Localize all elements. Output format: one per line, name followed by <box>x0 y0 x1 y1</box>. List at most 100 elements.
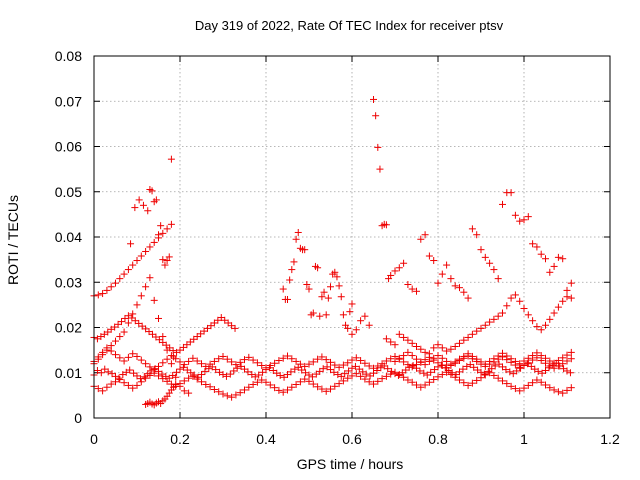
data-point <box>378 375 386 383</box>
data-point <box>404 348 412 356</box>
data-point <box>131 204 139 212</box>
data-point <box>314 383 322 391</box>
data-point <box>567 348 575 356</box>
data-point <box>286 276 294 284</box>
data-point <box>185 374 193 382</box>
data-point <box>185 389 193 397</box>
data-point <box>339 311 347 319</box>
data-point <box>176 382 184 390</box>
data-point <box>140 373 148 381</box>
data-point <box>115 374 123 382</box>
data-point <box>107 342 115 350</box>
data-point <box>146 363 154 371</box>
data-point <box>563 357 571 365</box>
data-point <box>158 370 166 378</box>
data-point <box>456 376 463 384</box>
data-point <box>563 367 571 375</box>
data-point <box>374 377 382 385</box>
data-point <box>499 309 506 317</box>
y-axis-ticks: 0 0.01 0.02 0.03 0.04 0.05 0.06 0.07 0.08 <box>55 48 610 426</box>
data-point <box>559 389 567 397</box>
data-point <box>180 387 188 395</box>
data-point <box>303 281 311 289</box>
data-point <box>99 351 107 359</box>
data-point <box>443 357 451 365</box>
data-point <box>481 253 489 261</box>
data-point <box>430 354 438 362</box>
data-point <box>477 246 485 254</box>
data-point <box>173 368 181 376</box>
data-point <box>434 359 442 367</box>
data-point <box>245 353 253 361</box>
data-point <box>120 357 128 365</box>
data-point <box>459 365 467 373</box>
data-point <box>116 275 124 283</box>
data-point <box>157 222 165 230</box>
data-point <box>387 370 395 378</box>
data-point <box>567 355 575 363</box>
data-point <box>387 355 395 363</box>
data-point <box>507 382 515 390</box>
data-point <box>228 358 236 366</box>
data-point <box>516 217 524 225</box>
data-point <box>116 333 124 341</box>
data-point <box>376 165 384 173</box>
data-point <box>391 267 399 275</box>
data-point <box>309 380 317 388</box>
data-point <box>129 310 137 318</box>
data-point <box>331 361 339 369</box>
data-point <box>400 358 408 366</box>
data-point <box>159 333 167 341</box>
data-point <box>276 371 284 379</box>
data-point <box>520 304 528 312</box>
data-point <box>271 359 279 367</box>
data-point <box>241 386 248 394</box>
data-point <box>206 360 214 368</box>
data-point <box>232 391 240 399</box>
data-point <box>244 368 252 376</box>
data-point <box>554 253 562 261</box>
data-point <box>236 389 244 397</box>
data-point <box>477 324 485 332</box>
data-point <box>434 341 442 349</box>
data-point <box>170 353 178 361</box>
data-point <box>314 264 322 272</box>
data-point <box>365 378 373 386</box>
data-point <box>490 315 498 323</box>
data-point <box>202 362 210 370</box>
data-point <box>486 318 494 326</box>
data-point <box>503 302 511 310</box>
data-point <box>301 246 309 254</box>
data-point <box>296 360 304 368</box>
data-point <box>542 381 549 389</box>
data-point <box>337 293 345 301</box>
data-point <box>507 355 515 363</box>
data-point <box>103 383 111 391</box>
data-point <box>491 362 499 370</box>
data-point <box>344 359 352 367</box>
data-point <box>554 357 562 365</box>
data-point <box>288 355 296 363</box>
data-point <box>266 362 274 370</box>
data-point <box>305 360 313 368</box>
y-tick-label: 0.05 <box>55 184 82 200</box>
data-point <box>511 211 519 219</box>
data-point <box>322 311 330 319</box>
data-point <box>408 339 416 347</box>
data-point <box>318 293 326 301</box>
data-point <box>533 349 541 357</box>
data-point <box>255 371 263 379</box>
data-point <box>382 357 390 365</box>
data-point <box>176 365 184 373</box>
data-point <box>327 385 334 393</box>
data-point <box>494 352 502 360</box>
data-point <box>294 228 302 236</box>
data-point <box>463 362 471 370</box>
data-point <box>550 309 558 317</box>
data-point <box>180 361 188 369</box>
data-point <box>185 357 193 365</box>
data-point <box>120 270 128 278</box>
data-point <box>546 384 554 392</box>
data-point <box>506 368 514 376</box>
data-point <box>490 371 498 379</box>
